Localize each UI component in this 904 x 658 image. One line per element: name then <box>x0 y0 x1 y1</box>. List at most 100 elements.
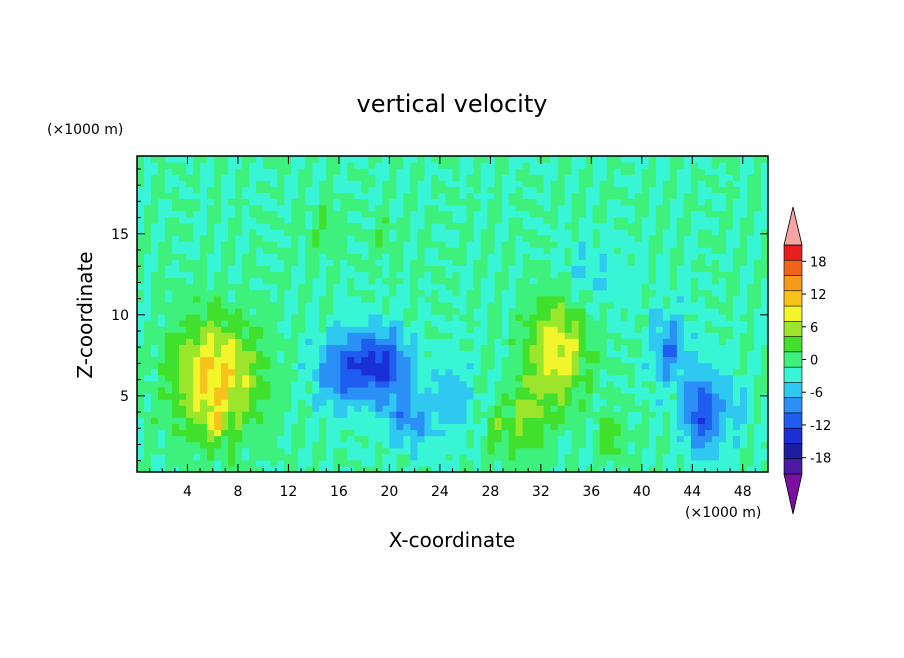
heatmap-cell <box>368 320 376 327</box>
heatmap-cell <box>403 368 412 376</box>
heatmap-cell <box>340 156 348 163</box>
heatmap-cell <box>291 241 299 248</box>
heatmap-cell <box>186 222 194 230</box>
heatmap-cell <box>417 192 426 200</box>
colorbar-segment <box>783 397 803 414</box>
heatmap-cell <box>557 423 566 431</box>
heatmap-cell <box>522 271 531 279</box>
heatmap-field <box>137 156 768 472</box>
heatmap-cell <box>158 295 166 303</box>
heatmap-cell <box>354 332 362 339</box>
heatmap-cell <box>368 356 376 364</box>
heatmap-cell <box>732 320 741 327</box>
heatmap-cell <box>256 198 264 206</box>
heatmap-cell <box>473 332 482 339</box>
heatmap-cell <box>704 441 713 449</box>
heatmap-cell <box>543 222 552 230</box>
heatmap-cell <box>690 265 699 273</box>
heatmap-cell <box>606 447 615 455</box>
heatmap-cell <box>746 271 755 279</box>
heatmap-cell <box>725 423 734 431</box>
heatmap-cell <box>368 417 376 424</box>
heatmap-cell <box>711 186 720 194</box>
heatmap-cell <box>501 162 510 169</box>
heatmap-cell <box>214 435 222 443</box>
heatmap-cell <box>207 393 215 400</box>
heatmap-cell <box>725 374 734 382</box>
heatmap-cell <box>753 459 762 467</box>
heatmap-cell <box>522 441 531 449</box>
heatmap-cell <box>305 198 313 206</box>
heatmap-cell <box>760 283 768 291</box>
heatmap-cell <box>718 338 727 345</box>
heatmap-cell <box>277 314 285 321</box>
heatmap-cell <box>690 228 699 236</box>
heatmap-cell <box>326 247 334 254</box>
heatmap-cell <box>291 156 299 163</box>
heatmap-cell <box>599 259 608 266</box>
heatmap-cell <box>494 338 503 345</box>
heatmap-cell <box>361 393 369 400</box>
heatmap-cell <box>144 405 152 412</box>
heatmap-cell <box>704 447 713 455</box>
heatmap-cell <box>445 222 454 230</box>
heatmap-cell <box>550 192 559 200</box>
heatmap-cell <box>179 386 187 394</box>
heatmap-cell <box>683 222 692 230</box>
heatmap-cell <box>718 423 727 431</box>
heatmap-cell <box>585 204 594 212</box>
heatmap-cell <box>634 247 643 254</box>
heatmap-cell <box>592 320 601 327</box>
heatmap-cell <box>151 180 159 187</box>
heatmap-cell <box>200 162 208 169</box>
heatmap-cell <box>396 356 405 364</box>
heatmap-cell <box>634 277 643 285</box>
heatmap-cell <box>739 168 748 175</box>
heatmap-cell <box>536 174 545 181</box>
heatmap-cell <box>732 314 741 321</box>
colorbar-label: 6 <box>810 321 818 336</box>
heatmap-cell <box>536 222 545 230</box>
heatmap-cell <box>662 405 671 412</box>
heatmap-cell <box>172 465 180 472</box>
heatmap-cell <box>403 350 412 358</box>
heatmap-cell <box>403 277 412 285</box>
heatmap-cell <box>193 307 201 315</box>
heatmap-cell <box>739 204 748 212</box>
heatmap-cell <box>298 380 306 388</box>
heatmap-cell <box>613 253 622 260</box>
heatmap-cell <box>277 198 285 206</box>
heatmap-cell <box>627 271 636 279</box>
heatmap-cell <box>760 204 768 212</box>
heatmap-cell <box>690 210 699 218</box>
heatmap-cell <box>732 338 741 345</box>
heatmap-cell <box>655 423 664 431</box>
heatmap-cell <box>291 447 299 455</box>
heatmap-cell <box>186 399 194 406</box>
heatmap-cell <box>312 295 320 303</box>
heatmap-cell <box>760 386 768 394</box>
heatmap-cell <box>382 301 390 309</box>
heatmap-cell <box>753 356 762 364</box>
heatmap-cell <box>221 386 229 394</box>
heatmap-cell <box>333 332 341 339</box>
heatmap-cell <box>648 368 657 376</box>
heatmap-cell <box>536 216 545 224</box>
heatmap-cell <box>158 356 166 364</box>
heatmap-cell <box>487 399 496 406</box>
heatmap-cell <box>151 265 159 273</box>
heatmap-cell <box>515 344 524 352</box>
heatmap-cell <box>165 174 173 181</box>
heatmap-cell <box>277 465 285 472</box>
heatmap-cell <box>396 192 405 200</box>
heatmap-cell <box>298 174 306 181</box>
heatmap-cell <box>578 453 587 461</box>
heatmap-cell <box>326 283 334 291</box>
heatmap-cell <box>585 277 594 285</box>
heatmap-cell <box>354 459 362 467</box>
heatmap-cell <box>137 368 145 376</box>
heatmap-cell <box>536 228 545 236</box>
heatmap-cell <box>739 210 748 218</box>
heatmap-cell <box>221 368 229 376</box>
heatmap-cell <box>613 314 622 321</box>
